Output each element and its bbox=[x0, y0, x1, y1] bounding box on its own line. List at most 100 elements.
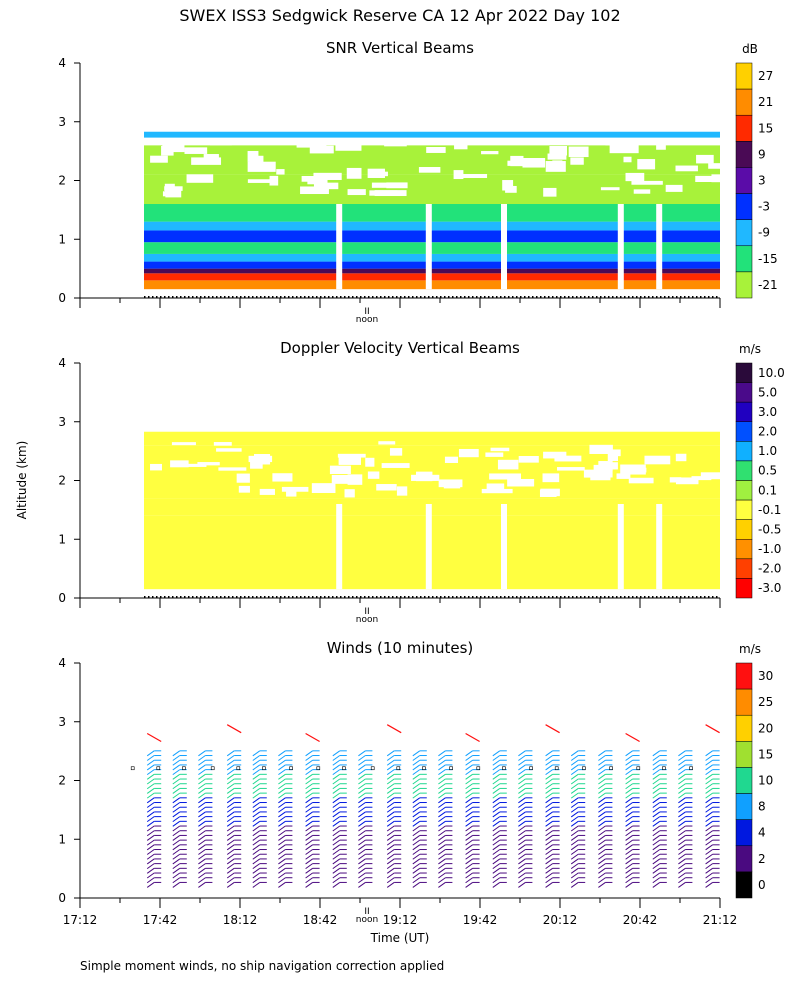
wind-barb bbox=[652, 764, 667, 771]
baseline-dot bbox=[604, 296, 606, 298]
wind-barb bbox=[412, 825, 427, 832]
wind-barb-staff bbox=[198, 863, 206, 870]
wind-barb bbox=[146, 764, 162, 771]
wind-barb bbox=[252, 792, 267, 799]
wind-barb bbox=[652, 867, 667, 874]
wind-barb-staff bbox=[332, 755, 341, 761]
wind-barb bbox=[226, 834, 242, 841]
wind-barb-staff bbox=[252, 806, 261, 813]
wind-barb-staff bbox=[678, 764, 686, 771]
baseline-dot bbox=[276, 596, 278, 598]
wind-barb bbox=[252, 787, 267, 794]
wind-barb-staff bbox=[278, 820, 286, 827]
wind-barb-staff bbox=[570, 858, 579, 865]
wind-barb-staff bbox=[198, 783, 206, 790]
colorbar-label: 1.0 bbox=[758, 444, 777, 458]
wind-barb bbox=[252, 877, 267, 884]
wind-barb bbox=[412, 877, 427, 884]
colorbar-swatch bbox=[735, 688, 753, 716]
field-gap-patch bbox=[150, 155, 168, 163]
wind-barb bbox=[545, 881, 560, 888]
wind-barb-staff bbox=[465, 769, 473, 776]
wind-barb bbox=[492, 853, 507, 860]
wind-barb-staff bbox=[358, 863, 366, 870]
wind-barb bbox=[678, 863, 693, 870]
wind-barb-staff bbox=[652, 858, 661, 865]
baseline-dot bbox=[560, 296, 562, 298]
baseline-dot bbox=[444, 296, 446, 298]
colorbar-label: 10.0 bbox=[758, 366, 785, 380]
field-gap-patch bbox=[313, 182, 339, 190]
wind-barb bbox=[652, 881, 667, 888]
x-tick-label: 19:42 bbox=[463, 913, 498, 927]
wind-barb-staff bbox=[146, 863, 155, 870]
baseline-dot bbox=[492, 296, 494, 298]
wind-barb-staff bbox=[678, 853, 686, 860]
baseline-dot bbox=[688, 596, 690, 598]
wind-barb bbox=[198, 806, 213, 813]
wind-barb-staff bbox=[652, 872, 661, 879]
wind-barb bbox=[598, 778, 613, 785]
wind-barb-staff bbox=[705, 825, 713, 832]
wind-barb-staff bbox=[545, 830, 553, 837]
wind-barb-staff bbox=[146, 825, 155, 832]
wind-barb bbox=[226, 830, 242, 837]
baseline-dot bbox=[628, 296, 630, 298]
wind-barb bbox=[652, 806, 667, 813]
wind-barb-staff bbox=[172, 778, 181, 785]
wind-barb-staff bbox=[305, 858, 313, 865]
baseline-dot bbox=[544, 296, 546, 298]
wind-barb bbox=[226, 802, 242, 808]
wind-barb bbox=[226, 806, 242, 813]
wind-barb bbox=[198, 849, 213, 855]
baseline-dot bbox=[664, 596, 666, 598]
wind-barb bbox=[570, 764, 586, 771]
wind-barb-staff bbox=[358, 835, 366, 841]
wind-barb-staff bbox=[545, 839, 553, 846]
field-gap-patch bbox=[184, 147, 208, 154]
wind-barb bbox=[678, 877, 693, 884]
x-tick-label: 21:12 bbox=[703, 913, 738, 927]
wind-barb bbox=[492, 825, 507, 832]
wind-barb-staff bbox=[278, 802, 286, 808]
wind-barb bbox=[570, 797, 586, 804]
wind-barb bbox=[386, 844, 402, 851]
field-gap-patch bbox=[637, 159, 656, 170]
baseline-dot bbox=[576, 596, 578, 598]
baseline-dot bbox=[616, 296, 618, 298]
wind-barb-staff bbox=[438, 788, 446, 794]
wind-barb bbox=[625, 844, 640, 851]
baseline-dot bbox=[460, 296, 462, 298]
colorbar-swatch bbox=[735, 741, 753, 768]
baseline-dot bbox=[412, 296, 414, 298]
wind-barb-staff bbox=[678, 783, 686, 790]
wind-barb bbox=[518, 792, 533, 799]
missing-data-marker bbox=[236, 766, 241, 771]
baseline-dot bbox=[344, 296, 346, 298]
field-gap-patch bbox=[612, 449, 621, 457]
wind-barb-staff bbox=[386, 863, 395, 870]
wind-barb bbox=[252, 881, 267, 888]
wind-barb-staff bbox=[652, 825, 661, 832]
baseline-dot bbox=[504, 296, 506, 298]
wind-barb bbox=[305, 825, 320, 832]
field-gap-patch bbox=[186, 174, 214, 183]
wind-barb bbox=[545, 759, 560, 766]
wind-barb bbox=[412, 858, 427, 865]
wind-barb bbox=[678, 834, 693, 841]
y-tick-label: 3 bbox=[58, 415, 66, 429]
wind-barb-staff bbox=[278, 863, 286, 870]
wind-barb-staff bbox=[172, 820, 181, 827]
wind-barb-staff bbox=[705, 853, 713, 860]
wind-barb bbox=[570, 783, 586, 790]
wind-barb-staff bbox=[492, 830, 501, 837]
wind-barb-staff bbox=[198, 853, 206, 860]
wind-barb bbox=[146, 820, 162, 827]
field-gap-patch bbox=[247, 161, 276, 172]
wind-barb-staff bbox=[705, 863, 713, 870]
field-gap-patch bbox=[248, 455, 273, 463]
wind-barb-staff bbox=[518, 773, 526, 780]
field-gap-column bbox=[425, 204, 432, 290]
wind-barb-staff bbox=[678, 816, 686, 823]
